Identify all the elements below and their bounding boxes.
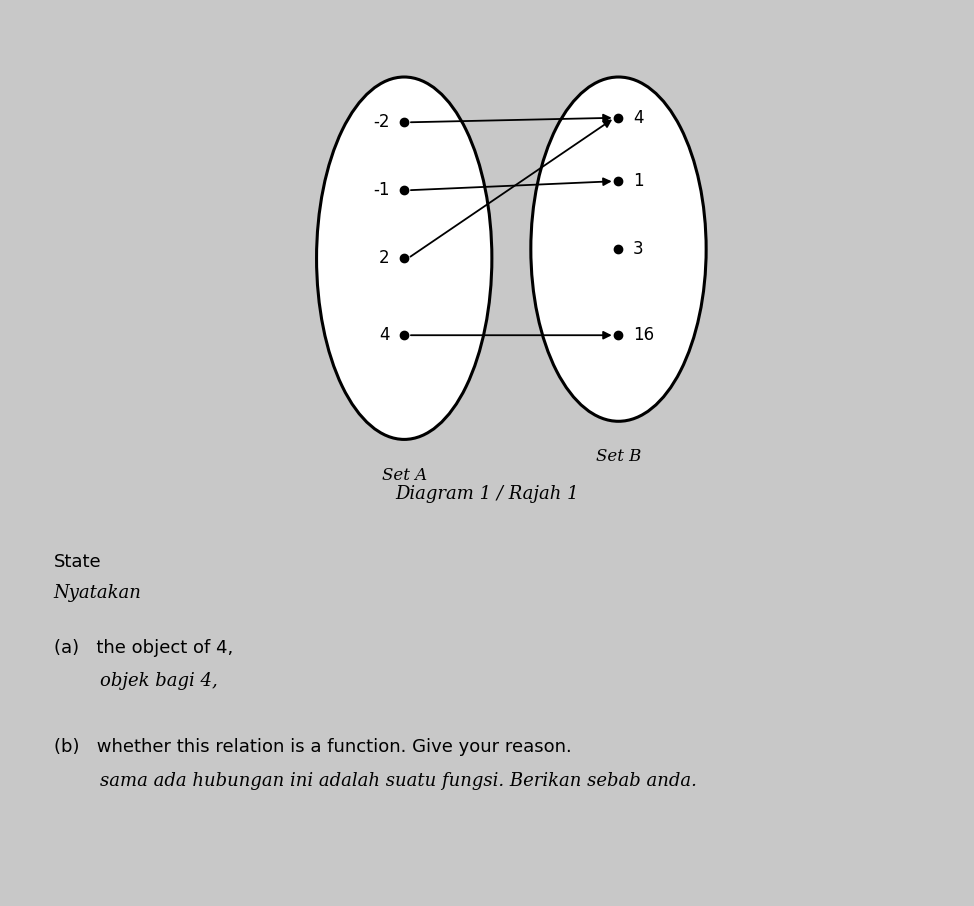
Text: Set B: Set B (596, 448, 641, 466)
Text: 16: 16 (633, 326, 655, 344)
Text: objek bagi 4,: objek bagi 4, (54, 672, 217, 690)
Text: sama ada hubungan ini adalah suatu fungsi. Berikan sebab anda.: sama ada hubungan ini adalah suatu fungs… (54, 772, 696, 790)
Text: Diagram 1 / Rajah 1: Diagram 1 / Rajah 1 (395, 485, 579, 503)
Ellipse shape (531, 77, 706, 421)
Text: 4: 4 (633, 109, 644, 127)
Text: (b)   whether this relation is a function. Give your reason.: (b) whether this relation is a function.… (54, 738, 572, 757)
Text: Set A: Set A (382, 467, 427, 484)
Text: 2: 2 (379, 249, 390, 267)
Text: -2: -2 (373, 113, 390, 131)
Text: (a)   the object of 4,: (a) the object of 4, (54, 639, 233, 657)
Text: -1: -1 (373, 181, 390, 199)
Text: 4: 4 (379, 326, 390, 344)
Text: Nyatakan: Nyatakan (54, 584, 141, 602)
Text: 3: 3 (633, 240, 644, 258)
Ellipse shape (317, 77, 492, 439)
Text: 1: 1 (633, 172, 644, 190)
Text: State: State (54, 553, 101, 571)
